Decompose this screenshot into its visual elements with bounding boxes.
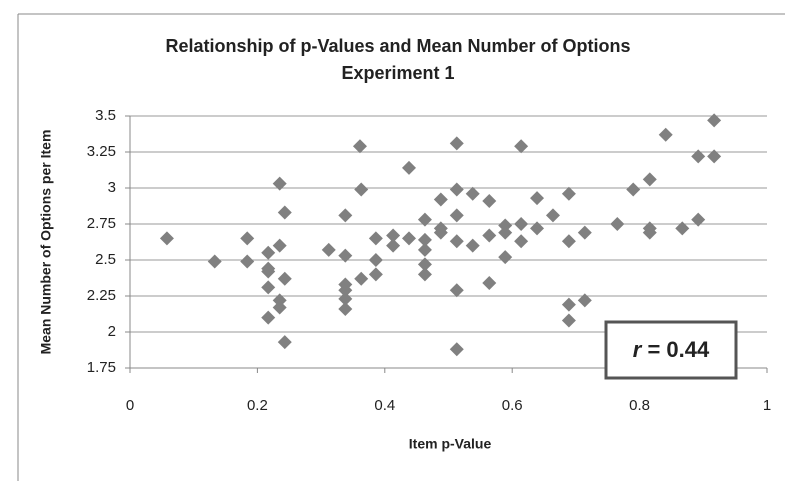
point bbox=[272, 293, 287, 308]
annotation: r = 0.44 bbox=[633, 337, 710, 362]
y-tick-label: 2 bbox=[108, 323, 116, 340]
x-tick-label: 0 bbox=[126, 397, 134, 414]
point bbox=[482, 193, 497, 208]
point bbox=[352, 139, 367, 154]
point bbox=[658, 127, 673, 142]
y-tick-label: 2.5 bbox=[95, 251, 116, 268]
point bbox=[498, 250, 513, 265]
y-tick-label: 3 bbox=[108, 179, 116, 196]
point bbox=[675, 221, 690, 236]
point bbox=[482, 228, 497, 243]
point bbox=[354, 182, 369, 197]
point bbox=[402, 231, 417, 246]
point bbox=[417, 242, 432, 257]
point bbox=[338, 208, 353, 223]
y-tick-label: 1.75 bbox=[87, 359, 116, 376]
point bbox=[277, 205, 292, 220]
point bbox=[261, 264, 276, 279]
point bbox=[272, 238, 287, 253]
point bbox=[354, 271, 369, 286]
point bbox=[514, 234, 529, 249]
chart-title: Relationship of p-Values and Mean Number… bbox=[165, 36, 630, 56]
point bbox=[159, 231, 174, 246]
point bbox=[368, 253, 383, 267]
point bbox=[642, 225, 657, 240]
point bbox=[261, 280, 276, 295]
y-tick-label: 2.25 bbox=[87, 287, 116, 304]
point bbox=[642, 172, 657, 187]
x-tick-label: 0.4 bbox=[374, 397, 395, 414]
point bbox=[691, 212, 706, 227]
point bbox=[338, 291, 353, 306]
point bbox=[449, 342, 464, 357]
y-tick-label: 2.75 bbox=[87, 215, 116, 232]
point bbox=[530, 221, 545, 236]
point bbox=[482, 276, 497, 291]
annotation-box bbox=[604, 320, 738, 380]
y-tick-label: 3.5 bbox=[95, 107, 116, 124]
point bbox=[272, 176, 287, 191]
annotation-text: = 0.44 bbox=[647, 337, 710, 362]
point bbox=[514, 217, 529, 231]
point bbox=[530, 191, 545, 206]
point bbox=[449, 234, 464, 249]
point bbox=[338, 248, 353, 263]
point bbox=[417, 267, 432, 282]
point bbox=[386, 228, 401, 243]
point bbox=[707, 113, 722, 128]
x-tick-label: 0.2 bbox=[247, 397, 268, 414]
annotation-symbol: r bbox=[633, 337, 643, 362]
point bbox=[207, 254, 222, 269]
point bbox=[272, 300, 287, 315]
point bbox=[498, 225, 513, 240]
x-tick-label: 1 bbox=[763, 397, 771, 414]
point bbox=[386, 238, 401, 253]
point bbox=[465, 186, 480, 201]
point bbox=[561, 297, 576, 312]
point bbox=[368, 231, 383, 246]
point bbox=[561, 313, 576, 328]
point bbox=[417, 212, 432, 227]
point bbox=[261, 310, 276, 325]
point bbox=[433, 225, 448, 240]
point bbox=[449, 136, 464, 151]
point bbox=[449, 283, 464, 298]
y-tick-label: 3.25 bbox=[87, 143, 116, 160]
point bbox=[465, 238, 480, 253]
point bbox=[691, 149, 706, 164]
point bbox=[561, 186, 576, 201]
point bbox=[449, 182, 464, 197]
point bbox=[514, 139, 529, 154]
point bbox=[277, 271, 292, 286]
x-axis-label: Item p-Value bbox=[409, 436, 492, 452]
point bbox=[577, 293, 592, 308]
x-tick-label: 0.6 bbox=[502, 397, 523, 414]
y-axis-label: Mean Number of Options per Item bbox=[38, 130, 54, 355]
point bbox=[707, 149, 722, 164]
point bbox=[545, 208, 560, 223]
point bbox=[321, 242, 336, 257]
point bbox=[498, 218, 513, 233]
point bbox=[277, 335, 292, 350]
point bbox=[402, 160, 417, 175]
point bbox=[626, 182, 641, 197]
point bbox=[433, 192, 448, 207]
chart-subtitle: Experiment 1 bbox=[341, 63, 454, 83]
point bbox=[368, 267, 383, 282]
point bbox=[417, 232, 432, 247]
point bbox=[240, 231, 255, 246]
point bbox=[338, 301, 353, 316]
x-tick-label: 0.8 bbox=[629, 397, 650, 414]
point bbox=[577, 225, 592, 240]
point bbox=[338, 283, 353, 298]
point bbox=[417, 257, 432, 272]
point bbox=[261, 245, 276, 260]
point bbox=[449, 208, 464, 223]
point bbox=[240, 254, 255, 269]
point bbox=[610, 217, 625, 231]
point bbox=[561, 234, 576, 249]
